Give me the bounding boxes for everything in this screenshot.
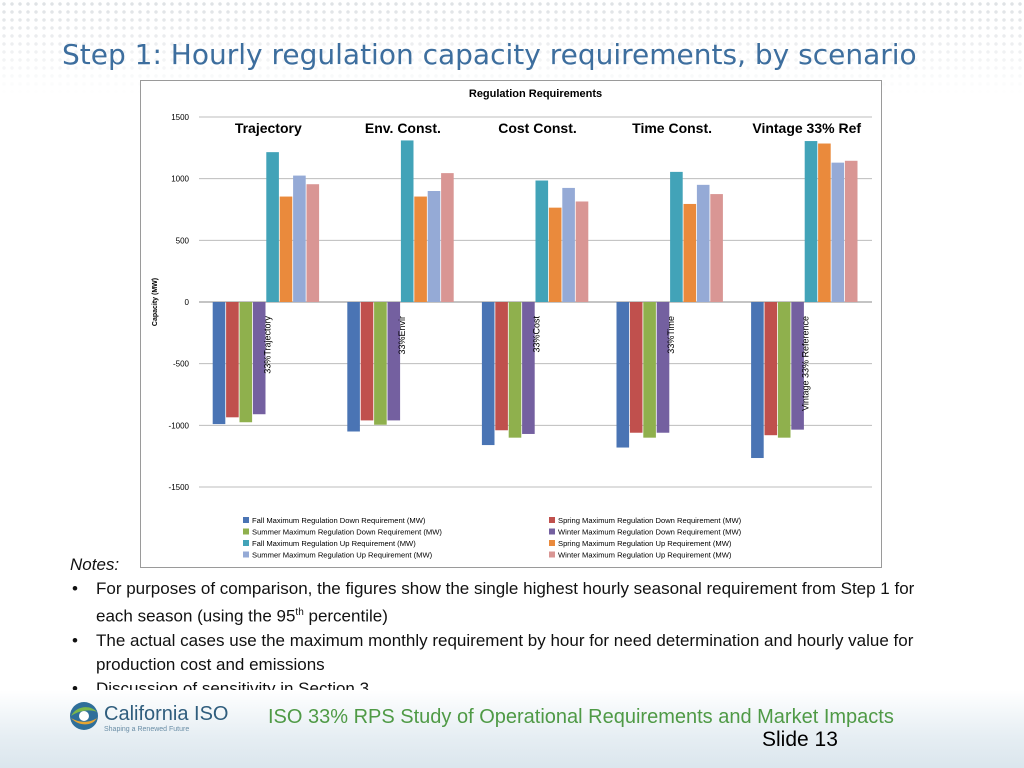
legend-swatch bbox=[243, 528, 249, 535]
chart-bar bbox=[212, 302, 226, 425]
chart-bar bbox=[495, 302, 508, 431]
chart-bar bbox=[562, 187, 575, 302]
chart-bar bbox=[441, 173, 454, 302]
chart-bar bbox=[360, 302, 374, 421]
y-axis-label: Capacity (MW) bbox=[152, 278, 159, 326]
legend-swatch bbox=[549, 528, 555, 535]
category-label: 33%Cost bbox=[532, 316, 542, 353]
chart-bar bbox=[643, 302, 656, 438]
chart-bar bbox=[522, 302, 535, 434]
footer-title: ISO 33% RPS Study of Operational Require… bbox=[268, 706, 894, 728]
notes-bullet-1: For purposes of comparison, the figures … bbox=[70, 577, 950, 629]
decorative-header-band bbox=[0, 0, 1024, 95]
chart-bar bbox=[535, 180, 549, 302]
scenario-label: Env. Const. bbox=[365, 120, 441, 136]
legend-label: Spring Maximum Regulation Down Requireme… bbox=[558, 516, 742, 525]
notes-list: For purposes of comparison, the figures … bbox=[70, 577, 950, 701]
chart-bar bbox=[777, 302, 791, 438]
chart-bar bbox=[575, 201, 589, 302]
chart-bar bbox=[710, 194, 723, 302]
chart-bar bbox=[831, 162, 845, 302]
chart-bar bbox=[293, 175, 306, 302]
california-iso-logo: California ISO Shaping a Renewed Future bbox=[68, 700, 268, 740]
chart-bar bbox=[751, 302, 764, 459]
slide-title: Step 1: Hourly regulation capacity requi… bbox=[62, 38, 917, 71]
scenario-label: Trajectory bbox=[235, 120, 302, 136]
scenario-label: Time Const. bbox=[632, 120, 712, 136]
legend-label: Fall Maximum Regulation Up Requirement (… bbox=[252, 539, 416, 548]
chart-canvas: Regulation Requirements 1500 1000 500 0 -500 -… bbox=[152, 88, 872, 560]
chart-bar bbox=[616, 302, 630, 448]
y-tick-label: -500 bbox=[173, 360, 190, 369]
chart-bar bbox=[387, 302, 401, 421]
chart-bar bbox=[239, 302, 253, 423]
category-label: 33%Envir bbox=[397, 316, 407, 355]
chart-bar bbox=[656, 302, 670, 433]
notes-label: Notes: bbox=[70, 555, 120, 574]
chart-bar bbox=[629, 302, 643, 433]
legend-swatch bbox=[549, 540, 555, 546]
chart-bar bbox=[804, 141, 818, 302]
legend-label: Summer Maximum Regulation Up Requirement… bbox=[252, 551, 433, 560]
chart-bar bbox=[400, 140, 414, 302]
category-label: 33%Trajectory bbox=[262, 316, 272, 374]
chart-bar bbox=[818, 143, 831, 302]
category-label: Vintage 33% Reference bbox=[801, 316, 811, 411]
legend-swatch bbox=[549, 551, 555, 558]
chart-bar bbox=[508, 302, 522, 438]
scenario-label: Cost Const. bbox=[498, 120, 577, 136]
legend-label: Spring Maximum Regulation Up Requirement… bbox=[558, 539, 732, 548]
legend-swatch bbox=[243, 540, 249, 546]
chart-bar bbox=[414, 196, 427, 302]
chart-bar bbox=[226, 302, 239, 418]
category-label: 33%Time bbox=[666, 316, 676, 354]
legend-label: Winter Maximum Regulation Up Requirement… bbox=[558, 551, 732, 560]
scenario-label: Vintage 33% Ref bbox=[752, 120, 861, 136]
chart-bar bbox=[791, 302, 804, 430]
legend-swatch bbox=[549, 517, 555, 523]
chart-bar bbox=[252, 302, 266, 415]
regulation-requirements-chart: Regulation Requirements 1500 1000 500 0 -500 -… bbox=[140, 80, 882, 568]
chart-bar bbox=[696, 184, 710, 302]
y-tick-label: -1500 bbox=[169, 483, 190, 492]
legend-label: Summer Maximum Regulation Down Requireme… bbox=[252, 528, 442, 537]
slide-number: Slide 13 bbox=[762, 728, 838, 751]
chart-bar bbox=[427, 191, 441, 302]
chart-title: Regulation Requirements bbox=[469, 88, 602, 100]
chart-bar bbox=[374, 302, 387, 425]
chart-bar bbox=[347, 302, 360, 432]
legend-swatch bbox=[243, 551, 249, 558]
logo-name: California ISO bbox=[104, 703, 229, 725]
chart-bar bbox=[279, 196, 293, 302]
legend-swatch bbox=[243, 517, 249, 523]
y-tick-label: 0 bbox=[185, 298, 190, 307]
y-tick-label: 500 bbox=[176, 236, 190, 245]
notes-section: Notes: For purposes of comparison, the f… bbox=[70, 553, 950, 701]
chart-bar bbox=[683, 203, 697, 302]
legend-label: Fall Maximum Regulation Down Requirement… bbox=[252, 516, 426, 525]
legend-label: Winter Maximum Regulation Down Requireme… bbox=[558, 528, 742, 537]
chart-bar bbox=[306, 184, 320, 302]
y-tick-label: 1000 bbox=[171, 175, 189, 184]
chart-bar bbox=[670, 171, 683, 302]
logo-swirl-icon bbox=[70, 702, 98, 730]
logo-tagline: Shaping a Renewed Future bbox=[104, 726, 190, 733]
chart-bar bbox=[844, 160, 858, 302]
chart-bar bbox=[548, 207, 562, 302]
chart-bar bbox=[266, 152, 279, 302]
y-tick-label: -1000 bbox=[169, 421, 190, 430]
y-tick-label: 1500 bbox=[171, 113, 189, 122]
chart-bar bbox=[764, 302, 778, 436]
footer-band bbox=[0, 690, 1024, 768]
notes-bullet-2: The actual cases use the maximum monthly… bbox=[70, 629, 950, 677]
chart-bar bbox=[481, 302, 495, 446]
